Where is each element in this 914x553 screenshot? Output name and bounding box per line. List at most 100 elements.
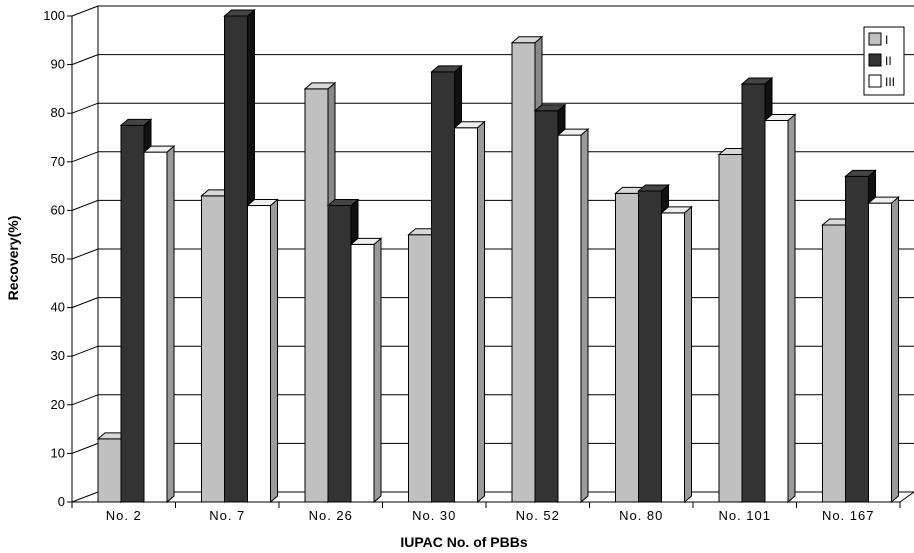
bar-III-No-101: [763, 113, 797, 504]
bar-side: [580, 127, 589, 504]
y-tick-label: 80: [51, 105, 65, 120]
bar-III-No-30: [453, 120, 486, 504]
gridline-depth: [71, 394, 99, 406]
y-tick-labels: 0 10 20 30 40 50 60 70 80 90 100: [43, 8, 65, 509]
bar-side: [891, 196, 899, 504]
y-tick-label: 100: [43, 8, 65, 23]
y-tick-label: 20: [51, 397, 65, 412]
bar-III-No-26: [349, 237, 383, 504]
bar-III-No-52: [556, 127, 590, 504]
bar-top: [326, 199, 360, 207]
bar-side: [166, 144, 175, 504]
bar-top: [246, 199, 279, 207]
legend-swatch-I: [868, 32, 882, 46]
bar-side: [787, 113, 796, 504]
y-tick-label: 10: [51, 445, 65, 460]
bar-front: [718, 154, 743, 503]
bar-top: [533, 104, 567, 112]
x-axis-depth: [899, 491, 914, 503]
bar-front: [304, 88, 329, 503]
bar-top: [740, 77, 774, 85]
x-tick-label: No. 52: [516, 508, 560, 523]
bar-front: [224, 15, 248, 503]
gridline-depth: [71, 199, 99, 211]
x-tick-label: No. 7: [209, 508, 245, 523]
x-tick-label: No. 2: [106, 508, 142, 523]
gridline-depth: [71, 248, 99, 260]
bar-top: [637, 184, 670, 192]
y-tick-label: 70: [51, 154, 65, 169]
legend-swatch-II: [868, 53, 882, 67]
y-tick-label: 60: [51, 202, 65, 217]
bar-front: [557, 134, 582, 503]
bar-top: [119, 118, 153, 126]
bar-III-No-167: [867, 196, 900, 504]
y-tick-label: 40: [51, 300, 65, 315]
bar-front: [822, 224, 846, 503]
bar-front: [741, 83, 766, 503]
legend-label-I: I: [885, 33, 888, 47]
bar-front: [534, 110, 559, 503]
bar-front: [431, 71, 455, 503]
bar-top: [867, 196, 900, 204]
bar-front: [454, 127, 478, 503]
x-tick-label: No. 80: [619, 508, 663, 523]
gridline-depth: [71, 491, 99, 503]
bar-front: [143, 151, 168, 503]
bar-front: [868, 202, 892, 503]
bar-front: [511, 42, 536, 503]
x-tick-label: No. 26: [309, 508, 353, 523]
y-tick-label: 30: [51, 348, 65, 363]
bar-top: [510, 36, 544, 44]
bar-top: [660, 206, 693, 214]
x-axis-title: IUPAC No. of PBBs: [400, 534, 528, 550]
bar-front: [764, 119, 789, 503]
bar-side: [477, 120, 485, 504]
gridline-depth: [71, 54, 99, 66]
bar-III-No-7: [246, 198, 279, 504]
bar-side: [684, 205, 692, 504]
x-tick-labels: No. 2 No. 7 No. 26 No. 30 No. 52 No. 80 No. 10…: [106, 508, 875, 523]
gridline-depth: [71, 151, 99, 163]
bar-front: [120, 124, 145, 503]
legend-label-II: II: [885, 54, 892, 68]
bar-top: [142, 145, 176, 153]
bar-top: [349, 237, 383, 245]
bar-front: [350, 243, 375, 503]
y-tick-label: 0: [58, 494, 65, 509]
y-tick-label: 90: [51, 57, 65, 72]
bar-front: [327, 205, 352, 503]
bar-front: [97, 438, 122, 503]
x-tick-label: No. 101: [718, 508, 771, 523]
gridline-depth: [71, 102, 99, 114]
bar-side: [270, 198, 278, 504]
bar-III-No-2: [142, 144, 176, 504]
bar-top: [430, 65, 463, 73]
gridline-depth: [71, 442, 99, 454]
legend-label-III: III: [885, 75, 895, 89]
x-tick-label: No. 167: [822, 508, 875, 523]
y-axis-title: Recovery(%): [5, 216, 21, 301]
bars: [96, 8, 900, 504]
x-tick-label: No. 30: [412, 508, 456, 523]
bar-III-No-80: [660, 205, 693, 504]
bar-front: [201, 195, 225, 503]
gridline-depth: [71, 5, 99, 17]
bar-front: [845, 175, 869, 503]
bar-top: [556, 128, 590, 136]
gridline-depth: [71, 345, 99, 357]
legend-swatch-III: [868, 74, 882, 88]
gridline-depth: [71, 297, 99, 309]
bar-top: [223, 9, 256, 17]
bar-top: [453, 121, 486, 129]
bar-front: [661, 212, 685, 503]
bar-front: [615, 192, 639, 503]
bar-top: [303, 82, 337, 90]
bar-front: [408, 234, 432, 503]
bar-front: [247, 205, 271, 503]
bar-front: [638, 190, 662, 503]
bar-top: [844, 169, 877, 177]
y-tick-label: 50: [51, 251, 65, 266]
